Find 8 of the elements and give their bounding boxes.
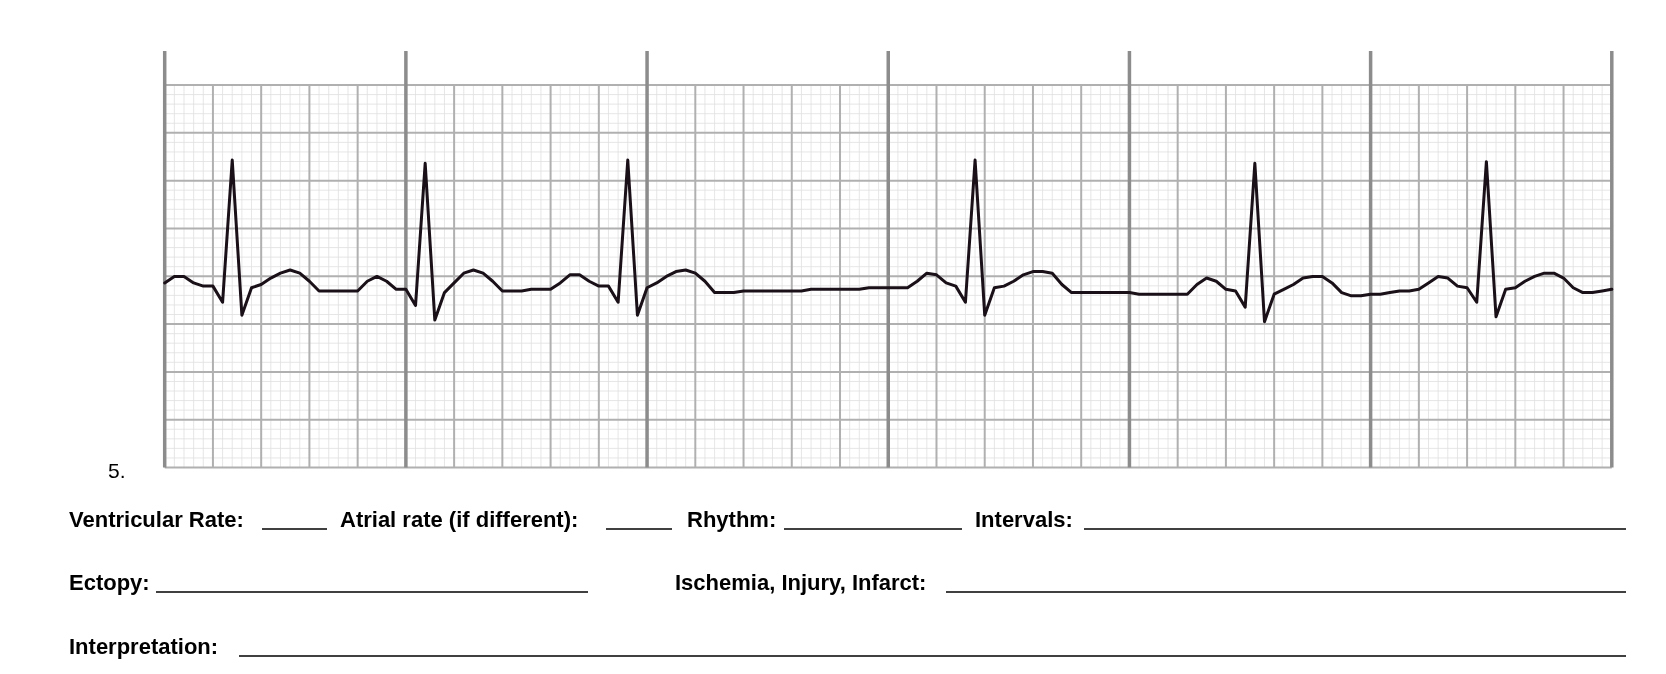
- text: 5.: [108, 459, 126, 482]
- text: Atrial rate (if different):: [340, 507, 579, 532]
- text: Ischemia, Injury, Infarct:: [675, 570, 927, 595]
- text: Rhythm:: [687, 507, 777, 532]
- text: Interpretation:: [69, 634, 219, 659]
- text: Ventricular Rate:: [69, 507, 244, 532]
- text: Intervals:: [975, 507, 1073, 532]
- text: Ectopy:: [69, 570, 150, 595]
